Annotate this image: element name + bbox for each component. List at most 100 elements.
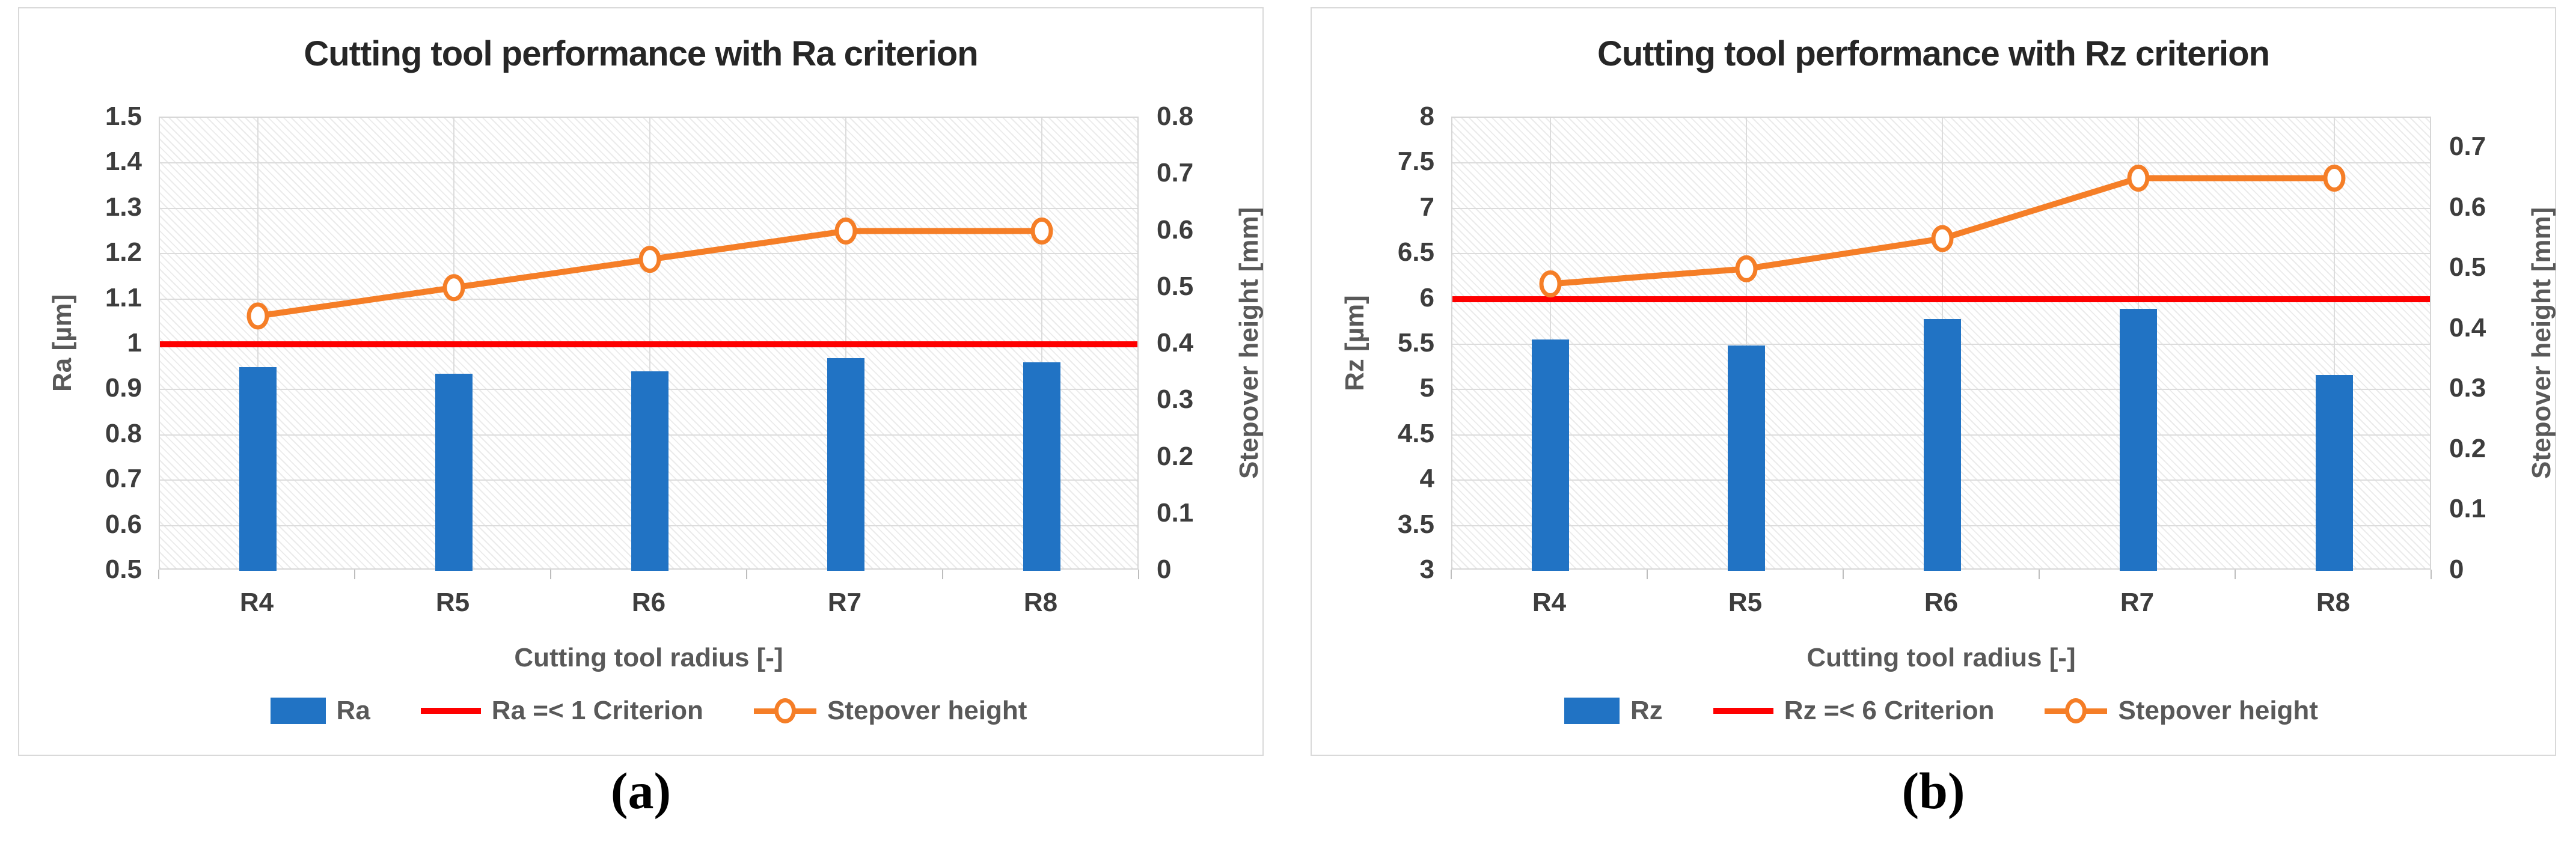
stepover-marker-R4 (1539, 270, 1562, 297)
x-axis-tick (158, 570, 159, 579)
y-left-tick: 6.5 (1397, 237, 1434, 267)
legend-stepover-line-swatch (753, 698, 816, 723)
x-category-label: R4 (1532, 588, 1567, 617)
stepover-line (257, 228, 1042, 319)
y-left-tick: 7 (1419, 192, 1434, 222)
legend-label: Stepover height (2118, 696, 2318, 725)
y-right-tick: 0 (1157, 555, 1172, 584)
y-right-tick: 0.4 (2449, 312, 2486, 342)
legend-bar-swatch (1564, 698, 1620, 724)
y-left-axis-title: Ra [µm] (47, 294, 77, 392)
bar-R4 (1532, 339, 1569, 571)
legend-item-line-marker: Stepover height (753, 696, 1027, 726)
y-left-tick: 5.5 (1397, 328, 1434, 358)
y-right-tick: 0.7 (1157, 158, 1194, 188)
x-axis-tick (550, 570, 551, 579)
y-right-tick: 0.3 (2449, 373, 2486, 403)
bar-R5 (435, 374, 473, 571)
x-axis-tick (2235, 570, 2236, 579)
legend-marker-circle-icon (774, 698, 796, 723)
y-left-tick: 0.8 (105, 418, 142, 448)
legend-item-bar: Ra (270, 696, 370, 726)
stepover-marker-R7 (2127, 165, 2150, 192)
y-left-tick: 1.3 (105, 192, 142, 222)
bar-R6 (631, 371, 668, 571)
bar-R6 (1924, 318, 1961, 571)
figure-caption-b: (b) (1901, 762, 1965, 820)
y-right-tick: 0.2 (1157, 441, 1194, 471)
x-axis-tick (354, 570, 355, 579)
legend: Rz Rz =< 6 Criterion Stepover height (1451, 690, 2431, 732)
legend-criterion-line-swatch (420, 708, 481, 714)
y-right-axis-title: Stepover height [mm] (2527, 207, 2556, 479)
y-left-tick: 1.2 (105, 237, 142, 267)
y-left-tick: 1.5 (105, 102, 142, 131)
stepover-marker-R5 (1735, 255, 1758, 282)
legend-label: Ra (336, 696, 370, 725)
y-right-tick: 0 (2449, 555, 2464, 584)
stepover-marker-R7 (834, 218, 857, 245)
y-left-tick: 3.5 (1397, 509, 1434, 539)
x-axis-tick (1138, 570, 1139, 579)
stepover-line-series (246, 218, 1053, 330)
y-left-tick: 0.5 (105, 555, 142, 584)
y-left-tick: 4.5 (1397, 418, 1434, 448)
bar-R4 (239, 367, 277, 571)
x-category-label: R8 (2316, 588, 2351, 617)
y-left-tick: 0.6 (105, 509, 142, 539)
legend-item-line: Rz =< 6 Criterion (1713, 696, 1995, 726)
y-right-tick: 0.6 (1157, 215, 1194, 245)
legend-bar-swatch (270, 698, 326, 724)
plot-area (1451, 117, 2431, 571)
bar-R7 (2120, 309, 2157, 571)
legend-label: Ra =< 1 Criterion (491, 696, 703, 725)
chart-panel-a: Cutting tool performance with Ra criteri… (18, 7, 1264, 756)
x-axis-tick (2039, 570, 2040, 579)
x-category-label: R7 (2120, 588, 2155, 617)
y-left-axis-title: Rz [µm] (1340, 295, 1369, 391)
legend-label: Rz (1630, 696, 1663, 725)
gridline-horizontal (160, 162, 1137, 164)
y-right-tick: 0.1 (2449, 494, 2486, 524)
gridline-horizontal (1452, 162, 2430, 164)
legend-marker-circle-icon (2065, 698, 2087, 723)
y-right-tick: 0.7 (2449, 132, 2486, 162)
chart-title: Cutting tool performance with Ra criteri… (304, 34, 978, 73)
y-right-axis-title: Stepover height [mm] (1234, 207, 1264, 479)
y-left-tick: 1 (127, 328, 142, 358)
stepover-marker-R8 (1030, 218, 1053, 245)
stepover-marker-R6 (638, 246, 661, 273)
gridline-horizontal (1452, 253, 2430, 255)
x-axis-tick (1451, 570, 1452, 579)
y-left-tick: 3 (1419, 555, 1434, 584)
x-category-label: R4 (239, 588, 274, 617)
bar-R7 (827, 358, 864, 571)
x-category-label: R6 (1924, 588, 1959, 617)
y-left-tick: 0.7 (105, 464, 142, 494)
y-right-tick: 0.5 (2449, 252, 2486, 282)
y-left-tick: 1.1 (105, 282, 142, 312)
x-category-label: R5 (435, 588, 470, 617)
y-right-tick: 0.5 (1157, 271, 1194, 301)
stepover-line-series (1539, 165, 2346, 297)
y-left-tick: 4 (1419, 464, 1434, 494)
legend-item-line: Ra =< 1 Criterion (420, 696, 703, 726)
x-category-label: R5 (1728, 588, 1763, 617)
y-left-tick: 7.5 (1397, 147, 1434, 177)
stepover-marker-R8 (2323, 165, 2346, 192)
bar-R8 (2316, 375, 2353, 571)
bar-R5 (1728, 345, 1765, 571)
y-left-tick: 8 (1419, 102, 1434, 131)
legend: Ra Ra =< 1 Criterion Stepover height (159, 690, 1139, 732)
stepover-marker-R6 (1931, 225, 1954, 252)
y-right-tick: 0.4 (1157, 328, 1194, 358)
x-category-label: R7 (827, 588, 862, 617)
legend-label: Rz =< 6 Criterion (1784, 696, 1995, 725)
bar-R8 (1023, 362, 1060, 571)
criterion-line (160, 341, 1137, 347)
y-left-tick: 0.9 (105, 373, 142, 403)
stepover-marker-R5 (442, 274, 465, 302)
y-right-tick: 0.6 (2449, 192, 2486, 222)
gridline-vertical (2334, 118, 2335, 568)
